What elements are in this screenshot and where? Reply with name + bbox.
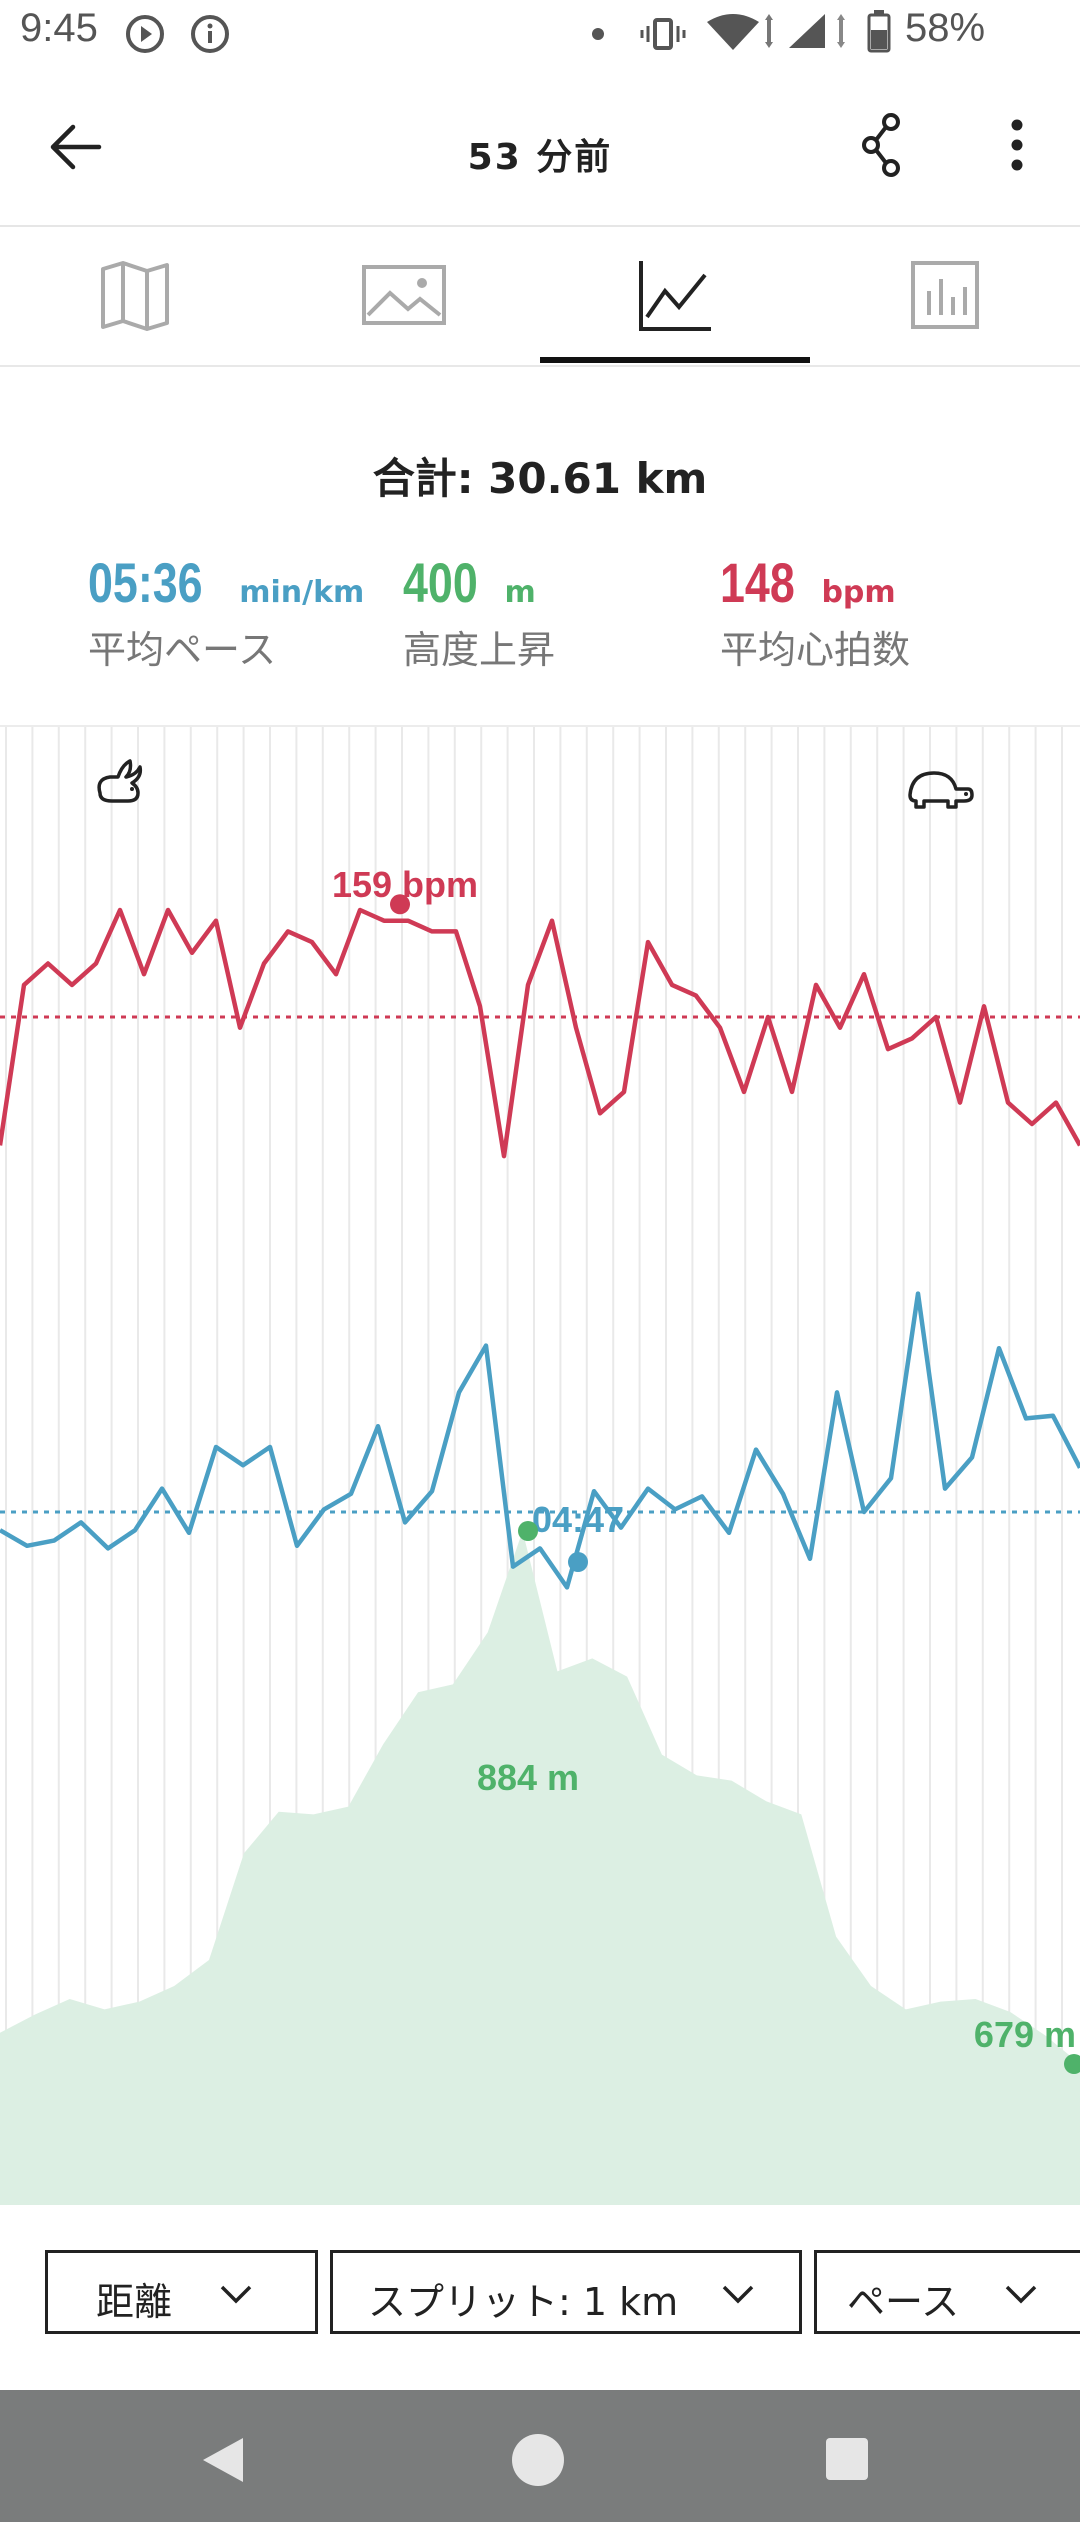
heart-rate-max-label: 159 bpm <box>332 864 478 905</box>
pace-series <box>0 1291 1080 1590</box>
share-icon[interactable] <box>858 112 908 178</box>
vibrate-icon <box>640 18 686 50</box>
tab-splits[interactable] <box>810 227 1080 365</box>
more-options-icon[interactable] <box>1000 115 1034 175</box>
back-arrow-icon[interactable] <box>45 122 105 172</box>
elevation-area <box>0 1531 1080 2205</box>
line-chart-icon <box>639 261 711 331</box>
info-icon <box>191 15 229 53</box>
metric-dropdown[interactable]: ペース <box>814 2250 1080 2334</box>
page-title: 53 分前 <box>467 137 613 178</box>
app-bar: 53 分前 <box>0 70 1080 227</box>
bar-chart-icon <box>911 261 979 329</box>
elevation-end-label: 679 m <box>974 2014 1076 2055</box>
pace-line <box>0 1291 1080 1590</box>
heart-rate-series <box>0 907 1080 1159</box>
tab-graph[interactable] <box>540 227 810 365</box>
total-distance: 合計: 30.61 km <box>372 454 708 503</box>
x-axis-dropdown-label: 距離 <box>96 2280 173 2324</box>
map-icon <box>101 261 169 331</box>
nav-home-icon[interactable] <box>508 2430 568 2490</box>
chart-controls: 距離 スプリット: 1 km ペース <box>0 2210 1080 2390</box>
avg-pace-unit: min/km <box>239 575 365 610</box>
notification-dot-icon <box>592 28 604 40</box>
chevron-down-icon <box>1005 2285 1037 2304</box>
avg-heart-rate-unit: bpm <box>821 575 896 610</box>
tab-photos[interactable] <box>270 227 540 365</box>
battery-percent: 58% <box>905 6 986 50</box>
chart-annotations: 159 bpm 04:47 884 m 679 m <box>332 864 1080 2074</box>
turtle-icon <box>908 771 974 809</box>
activity-chart[interactable]: 159 bpm 04:47 884 m 679 m <box>0 725 1080 2205</box>
elevation-gain-unit: m <box>504 575 536 610</box>
avg-pace-label: 平均ペース <box>88 628 277 672</box>
elevation-end-marker <box>1064 2054 1080 2074</box>
status-time: 9:45 <box>20 6 98 50</box>
elevation-series <box>0 1531 1080 2205</box>
selected-tab-indicator <box>540 357 810 363</box>
elevation-gain-label: 高度上昇 <box>403 628 556 672</box>
rabbit-icon <box>97 759 143 803</box>
x-axis-dropdown[interactable]: 距離 <box>45 2250 318 2334</box>
chart-canvas[interactable]: 159 bpm 04:47 884 m 679 m <box>0 727 1080 2205</box>
metric-dropdown-label: ペース <box>847 2280 960 2324</box>
nav-back-icon[interactable] <box>195 2432 251 2488</box>
avg-heart-rate-stat: 148 bpm 平均心拍数 <box>720 550 910 674</box>
chevron-down-icon <box>722 2285 754 2304</box>
chevron-down-icon <box>220 2285 252 2304</box>
nav-recents-icon[interactable] <box>822 2434 872 2484</box>
split-dropdown[interactable]: スプリット: 1 km <box>330 2250 802 2334</box>
play-icon <box>126 15 164 53</box>
heart-rate-line <box>0 907 1080 1159</box>
signal-icon <box>789 14 845 48</box>
elevation-gain-value: 400 <box>403 551 478 614</box>
split-dropdown-label: スプリット: 1 km <box>368 2280 679 2324</box>
avg-heart-rate-label: 平均心拍数 <box>720 628 911 672</box>
tab-map[interactable] <box>0 227 270 365</box>
elevation-max-marker <box>518 1521 538 1541</box>
elevation-gain-stat: 400 m 高度上昇 <box>403 550 555 674</box>
elevation-max-label: 884 m <box>477 1757 579 1798</box>
avg-pace-value: 05:36 <box>88 551 203 614</box>
heart-rate-max-marker <box>390 894 410 915</box>
view-tabs <box>0 227 1080 367</box>
pace-best-label: 04:47 <box>532 1499 624 1540</box>
image-icon <box>362 265 446 325</box>
avg-heart-rate-value: 148 <box>720 551 795 614</box>
wifi-icon <box>707 14 773 50</box>
avg-pace-stat: 05:36 min/km 平均ペース <box>88 550 364 674</box>
system-nav-bar <box>0 2390 1080 2522</box>
battery-icon <box>867 10 891 53</box>
pace-best-marker <box>568 1552 588 1572</box>
status-bar: 9:45 58% <box>0 0 1080 70</box>
